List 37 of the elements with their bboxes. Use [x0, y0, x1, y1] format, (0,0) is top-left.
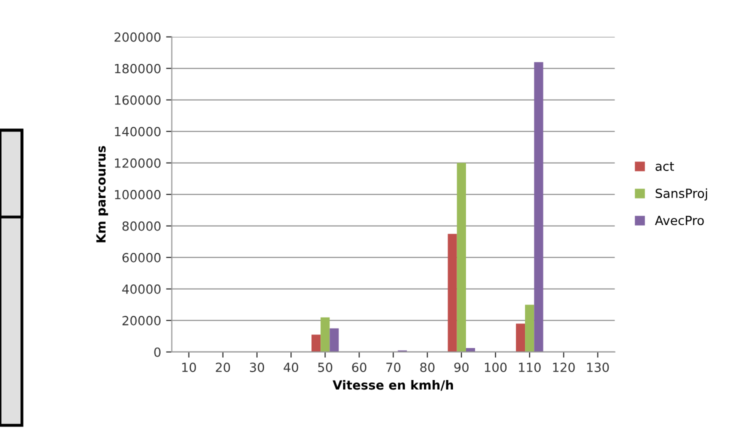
y-tick-label: 180000 — [115, 64, 161, 74]
y-tick-label: 160000 — [115, 95, 161, 105]
x-tick-label: 130 — [587, 362, 609, 372]
x-tick-label: 80 — [420, 362, 434, 372]
x-tick-label: 90 — [454, 362, 469, 372]
x-tick-label: 20 — [216, 362, 230, 372]
y-tick-label: 100000 — [115, 190, 161, 200]
bar — [311, 334, 321, 352]
bar — [456, 162, 466, 352]
bar — [525, 304, 534, 352]
bar — [448, 234, 457, 352]
x-tick-label: 40 — [284, 362, 298, 372]
bar — [320, 317, 330, 352]
x-tick-label: 110 — [519, 362, 541, 372]
y-tick-label: 40000 — [122, 284, 161, 294]
y-tick-label: 120000 — [115, 158, 161, 168]
x-tick-label: 10 — [182, 362, 196, 372]
bar — [516, 324, 526, 352]
bar — [534, 62, 544, 352]
legend-label: AvecPro — [654, 216, 704, 226]
x-axis-title: Vitesse en kmh/h — [332, 380, 453, 391]
x-tick-label: 30 — [250, 362, 264, 372]
y-tick-label: 0 — [154, 347, 161, 357]
x-tick-label: 120 — [553, 362, 575, 372]
y-axis-title: Km parcourus — [96, 146, 108, 242]
bar — [330, 328, 339, 352]
x-tick-label: 70 — [386, 362, 400, 372]
legend-label: SansProj — [656, 188, 708, 200]
y-tick-label: 80000 — [122, 221, 161, 231]
y-tick-label: 20000 — [122, 316, 161, 326]
x-tick-label: 60 — [352, 362, 366, 372]
legend-label: act — [656, 162, 674, 171]
y-tick-label: 140000 — [115, 126, 161, 136]
x-tick-label: 100 — [484, 362, 507, 372]
y-tick-label: 200000 — [114, 32, 161, 42]
x-tick-label: 50 — [318, 362, 332, 372]
y-tick-label: 60000 — [122, 252, 161, 262]
